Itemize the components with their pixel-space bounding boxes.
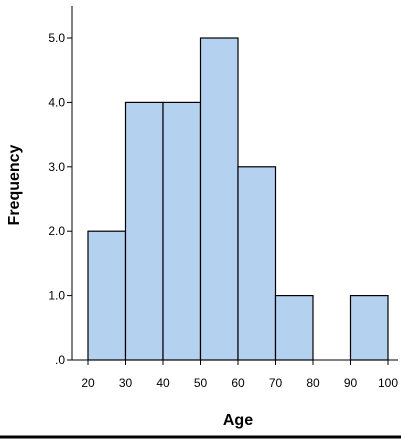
bars-group (87, 37, 389, 361)
histogram-bar-50-60 (199, 37, 239, 361)
x-tick-label-70: 70 (269, 376, 283, 390)
histogram-bar-20-30 (87, 230, 127, 361)
x-ticks-group: 20 30 40 50 60 70 80 90 100 (81, 360, 398, 390)
x-tick-label-80: 80 (306, 376, 320, 390)
y-axis-title: Frequency (6, 144, 23, 225)
histogram-bar-70-80 (274, 295, 314, 361)
x-tick-label-40: 40 (156, 376, 170, 390)
x-tick-label-90: 90 (344, 376, 358, 390)
histogram-bar-90-100 (349, 295, 389, 361)
y-ticks-group: .0 1.0 2.0 3.0 4.0 5.0 (48, 31, 72, 367)
x-tick-label-60: 60 (231, 376, 245, 390)
y-tick-label-5: 5.0 (48, 31, 65, 45)
x-axis-title: Age (223, 412, 253, 429)
y-tick-label-2: 2.0 (48, 224, 65, 238)
x-tick-label-30: 30 (119, 376, 133, 390)
y-tick-label-1: 1.0 (48, 289, 65, 303)
histogram-bar-60-70 (237, 166, 277, 361)
histogram-bar-40-50 (162, 101, 202, 361)
x-tick-label-20: 20 (81, 376, 95, 390)
y-tick-label-4: 4.0 (48, 95, 65, 109)
histogram-bar-30-40 (124, 101, 164, 361)
x-tick-label-100: 100 (378, 376, 398, 390)
y-tick-label-3: 3.0 (48, 160, 65, 174)
x-tick-label-50: 50 (194, 376, 208, 390)
y-tick-label-0: .0 (55, 353, 65, 367)
